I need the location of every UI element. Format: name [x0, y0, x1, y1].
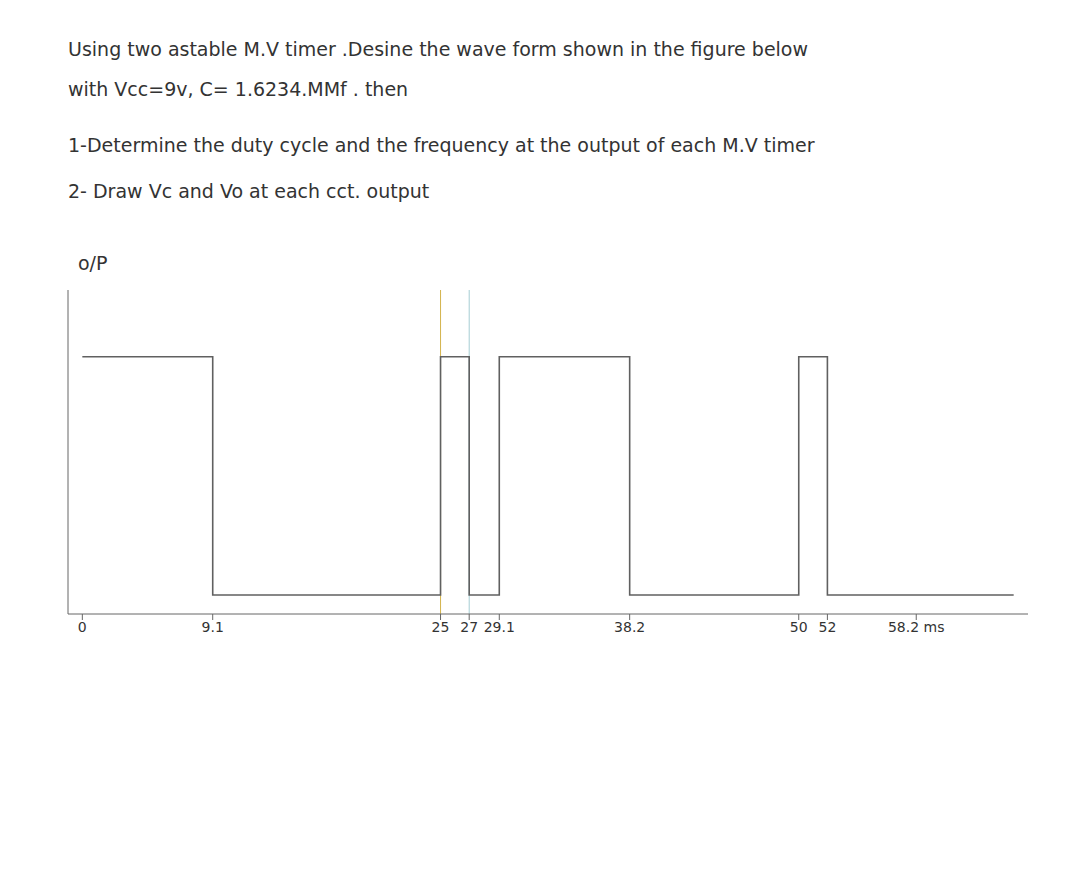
svg-text:25: 25 [432, 619, 450, 635]
svg-text:27: 27 [460, 619, 478, 635]
svg-text:50: 50 [790, 619, 808, 635]
svg-text:0: 0 [78, 619, 87, 635]
svg-text:9.1: 9.1 [202, 619, 224, 635]
svg-text:29.1: 29.1 [484, 619, 515, 635]
html-text:2- Draw Vc and Vo at each cct.: 2- Draw Vc and Vo at each cct. output [68, 180, 430, 202]
html-text:Using two astable M.V timer .D: Using two astable M.V timer .Desine the … [68, 38, 808, 60]
html-text:o/P: o/P [78, 252, 108, 274]
html-text:1-Determine the duty cycle and: 1-Determine the duty cycle and the frequ… [68, 134, 815, 156]
svg-text:52: 52 [818, 619, 836, 635]
svg-text:58.2 ms: 58.2 ms [888, 619, 945, 635]
html-text:with Vcc=9v, C= 1.6234.ΜMf . t: with Vcc=9v, C= 1.6234.ΜMf . then [68, 78, 409, 100]
svg-text:38.2: 38.2 [614, 619, 645, 635]
